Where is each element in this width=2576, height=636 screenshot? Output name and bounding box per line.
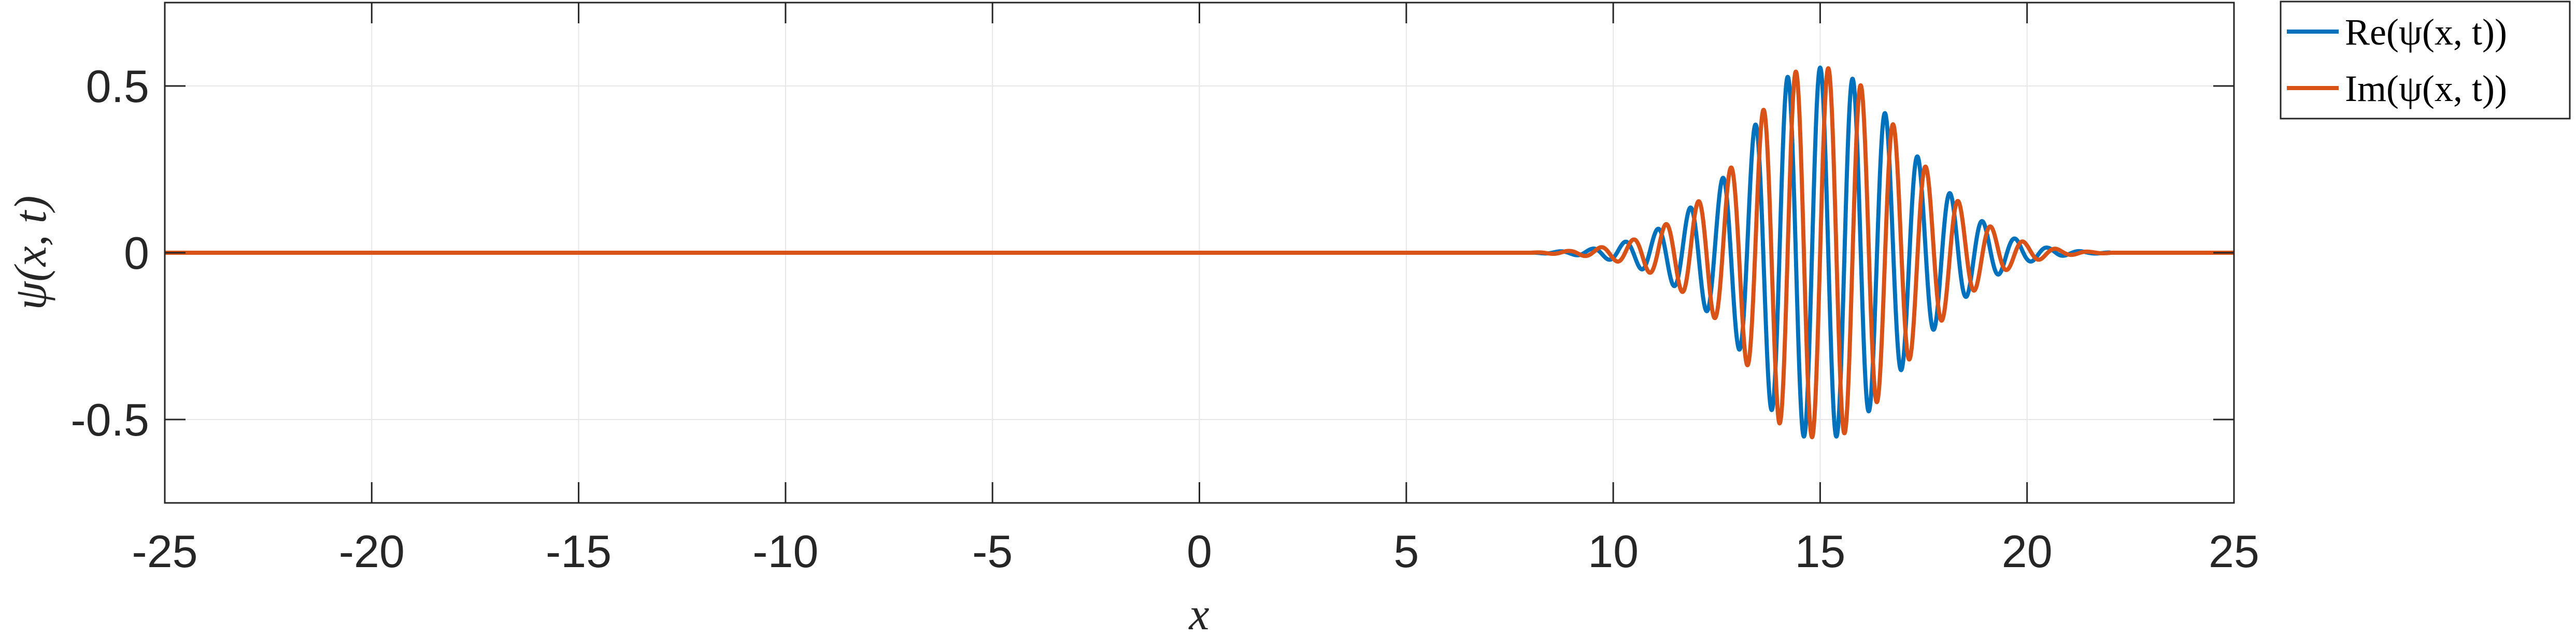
legend-box	[2280, 1, 2571, 120]
x-tick-label: -10	[752, 526, 818, 577]
x-tick-label: 0	[1187, 526, 1212, 577]
x-axis-title: x	[1188, 589, 1209, 636]
y-axis-title: ψ(x, t)	[6, 196, 56, 310]
x-tick-label: 15	[1795, 526, 1845, 577]
legend-label-re: Re(ψ(x, t))	[2345, 11, 2507, 53]
x-tick-label: 20	[2002, 526, 2053, 577]
axis-ticks	[164, 3, 2235, 503]
x-tick-label: -20	[339, 526, 405, 577]
x-tick-label: 10	[1588, 526, 1639, 577]
tick-labels: -25 -20 -15 -10 -5 0 5 10 15 20 25 -0.5 0 0.5	[70, 61, 2259, 577]
x-tick-label: -5	[972, 526, 1013, 577]
y-tick-label: 0	[124, 227, 149, 279]
x-tick-label: 5	[1393, 526, 1419, 577]
y-tick-label: -0.5	[70, 394, 149, 445]
x-tick-label: -25	[132, 526, 197, 577]
x-tick-label: -15	[546, 526, 611, 577]
legend: Re(ψ(x, t)) Im(ψ(x, t))	[2280, 1, 2571, 120]
legend-label-im: Im(ψ(x, t))	[2345, 68, 2507, 109]
y-tick-label: 0.5	[86, 61, 149, 112]
series-line-im	[163, 66, 2236, 440]
series-lines	[163, 65, 2236, 440]
x-tick-label: 25	[2209, 526, 2259, 577]
